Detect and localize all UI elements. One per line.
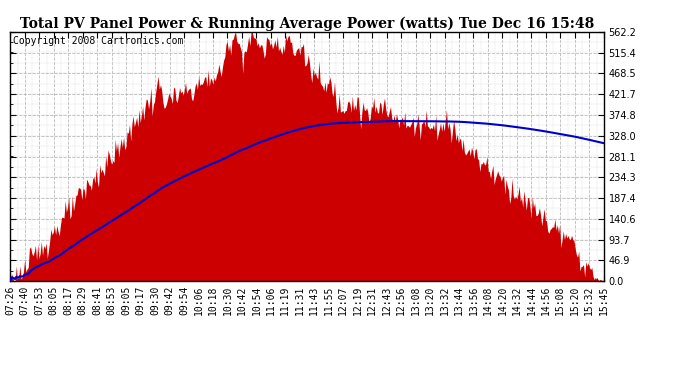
Text: Copyright 2008 Cartronics.com: Copyright 2008 Cartronics.com <box>13 36 184 46</box>
Title: Total PV Panel Power & Running Average Power (watts) Tue Dec 16 15:48: Total PV Panel Power & Running Average P… <box>20 16 594 31</box>
